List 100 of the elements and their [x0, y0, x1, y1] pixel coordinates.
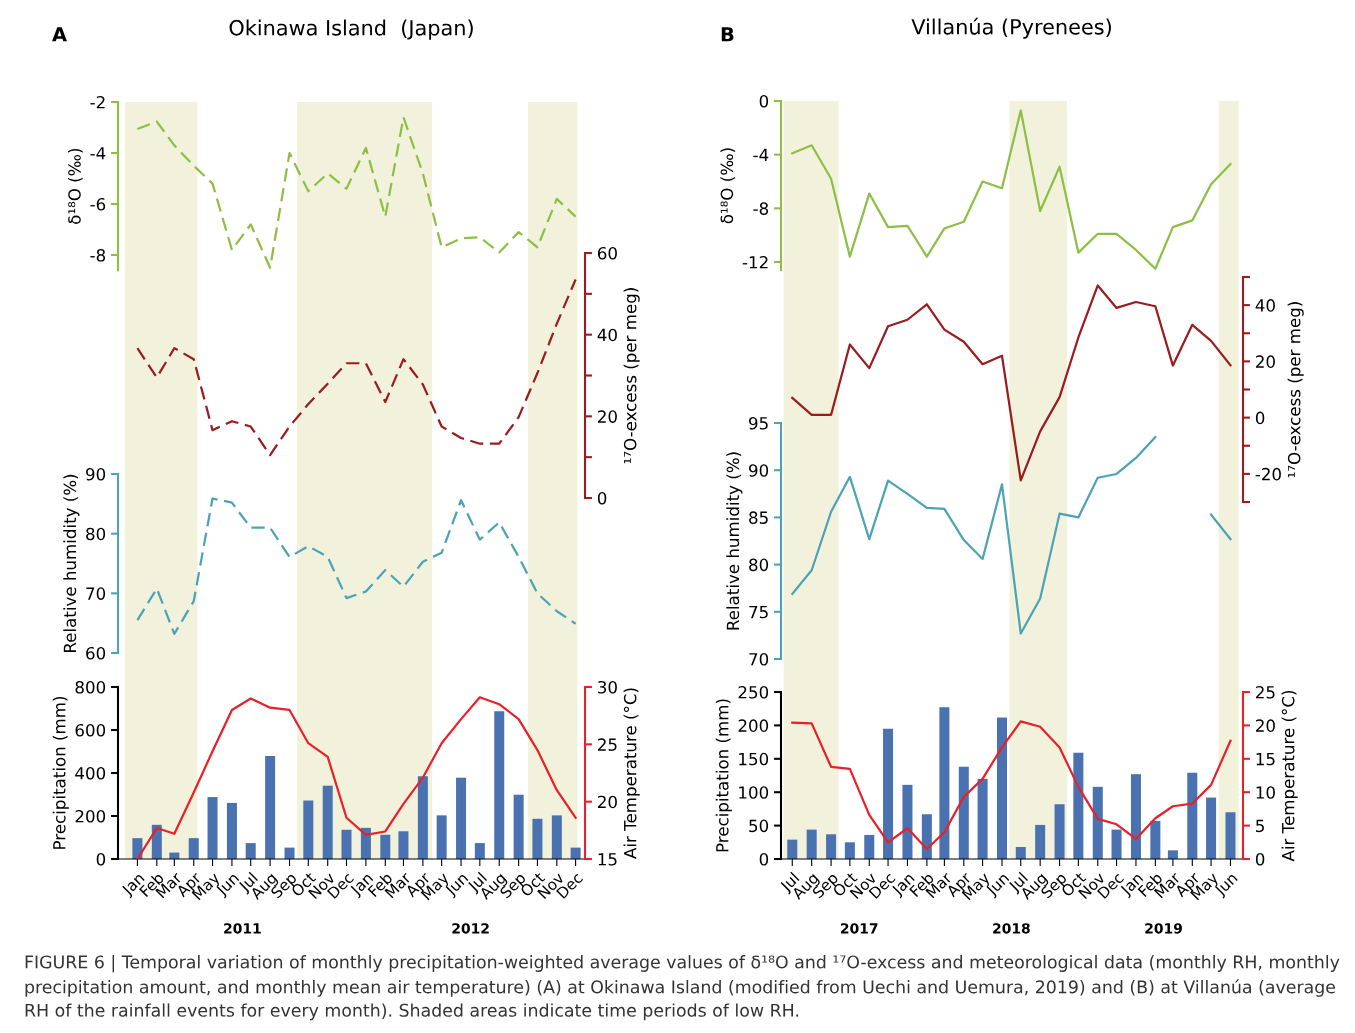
- y-tick-label: 70: [86, 587, 106, 600]
- text: 2018: [993, 923, 1030, 934]
- y-tick-label: -20: [1255, 467, 1281, 481]
- bar: [245, 843, 256, 859]
- y-tick-label: 80: [86, 527, 106, 541]
- y-tick-label: 150: [739, 752, 769, 766]
- bar: [939, 707, 950, 859]
- line-series: [136, 497, 577, 636]
- y-tick-label: 0: [759, 852, 769, 866]
- y-tick-label: -4: [753, 148, 769, 161]
- y-tick-label: 100: [739, 786, 769, 799]
- bar: [226, 802, 237, 859]
- bar: [398, 831, 409, 859]
- text: 2012: [452, 923, 489, 934]
- y-axis-title: δ¹⁸O (‰): [67, 148, 83, 224]
- bar: [532, 818, 543, 859]
- y-tick-label: -4: [90, 147, 106, 160]
- y2-tick-label: 30: [598, 680, 617, 694]
- chart-title: Villanúa (Pyrenees): [911, 17, 1111, 39]
- bar: [1092, 786, 1103, 859]
- bar: [826, 834, 837, 859]
- y-tick-label: 0: [759, 94, 769, 108]
- bar: [1206, 797, 1217, 859]
- y-tick-label: 90: [749, 464, 769, 477]
- line-series: [136, 696, 577, 859]
- text: 2017: [840, 923, 878, 934]
- bar: [1225, 812, 1236, 859]
- y-tick-label: -8: [90, 248, 106, 262]
- bar: [494, 711, 505, 859]
- y-axis-title: Precipitation (mm): [52, 696, 69, 849]
- y-tick-label: 200: [738, 719, 769, 732]
- chart-title: Okinawa Island (Japan): [229, 19, 473, 40]
- y-tick-label: 250: [738, 685, 769, 699]
- bar: [977, 778, 988, 859]
- y-tick-label: 800: [75, 680, 106, 694]
- y-axis-title: ¹⁷O-excess (per meg): [1287, 302, 1304, 478]
- y-tick-label: 90: [86, 467, 106, 481]
- y2-tick-label: 5: [1256, 819, 1264, 833]
- bar: [996, 717, 1007, 859]
- y2-tick-label: 10: [1256, 786, 1275, 799]
- y-tick-label: 70: [749, 652, 769, 666]
- y-tick-label: 75: [749, 605, 768, 619]
- text: B: [721, 27, 734, 42]
- bar: [380, 834, 391, 859]
- y-tick-label: 200: [75, 809, 106, 823]
- y-tick-label: 20: [1256, 355, 1275, 368]
- y-tick-label: 40: [1255, 299, 1275, 312]
- bar: [207, 797, 218, 859]
- bar: [958, 766, 969, 859]
- y-tick-label: 95: [749, 416, 768, 430]
- line-series: [791, 109, 1232, 270]
- y-tick-label: 600: [75, 723, 106, 737]
- bar: [513, 794, 524, 859]
- y-tick-label: 50: [749, 819, 769, 833]
- y2-tick-label: 15: [1256, 752, 1275, 766]
- bar: [902, 784, 913, 859]
- y-axis-title: Precipitation (mm): [715, 699, 732, 852]
- bar: [883, 728, 894, 859]
- y-tick-label: 20: [598, 410, 617, 423]
- bar: [1111, 829, 1122, 859]
- y-tick-label: -6: [90, 197, 106, 211]
- y-tick-label: -12: [742, 255, 768, 269]
- y-tick-label: 0: [597, 491, 607, 505]
- y-tick-label: 400: [75, 766, 106, 780]
- bar: [1054, 804, 1065, 859]
- y-tick-label: -8: [753, 202, 769, 215]
- line-series: [136, 278, 577, 457]
- line-series: [136, 116, 577, 269]
- text: 2011: [224, 923, 261, 934]
- bar: [1073, 752, 1084, 859]
- y-tick-label: 85: [749, 511, 768, 524]
- bar: [844, 842, 855, 859]
- bar: [551, 815, 562, 859]
- line-series: [791, 720, 1232, 851]
- bar: [322, 785, 333, 859]
- y2-tick-label: 25: [1256, 685, 1275, 699]
- bar: [341, 829, 352, 859]
- y-axis-title: δ¹⁸O (‰): [720, 148, 736, 224]
- text: A: [52, 27, 67, 42]
- line-series: [791, 284, 1232, 482]
- y-tick-label: 40: [597, 328, 617, 342]
- y-axis-title: Relative humidity (%): [63, 474, 80, 652]
- bar: [1035, 824, 1046, 859]
- y2-tick-label: 15: [598, 853, 617, 866]
- bar: [417, 776, 428, 859]
- bar: [1167, 850, 1178, 859]
- y2-axis-title: Air Temperature (°C): [623, 688, 640, 859]
- bar: [436, 815, 447, 859]
- y-axis-title: ¹⁷O-excess (per meg): [623, 288, 640, 464]
- bar: [265, 756, 276, 859]
- bar: [303, 800, 314, 859]
- y-tick-label: -2: [90, 95, 105, 109]
- y-tick-label: 0: [1255, 411, 1265, 425]
- bar: [188, 838, 199, 859]
- line-series: [791, 436, 1157, 635]
- y2-tick-label: 25: [598, 738, 617, 751]
- bar: [474, 843, 485, 859]
- y-tick-label: 60: [597, 246, 617, 260]
- bar: [1015, 846, 1026, 859]
- y2-axis-title: Air Temperature (°C): [1281, 690, 1298, 862]
